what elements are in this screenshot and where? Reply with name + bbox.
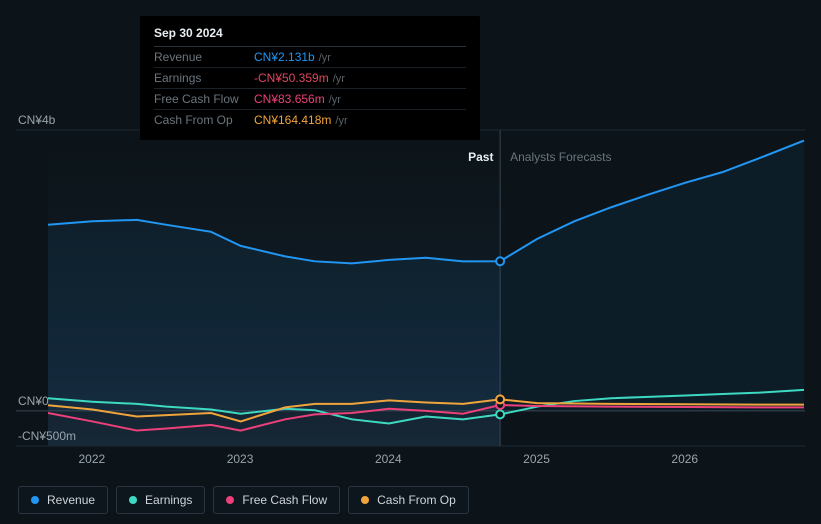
tooltip-row: RevenueCN¥2.131b/yr	[154, 47, 466, 68]
tooltip-metric-suffix: /yr	[329, 94, 341, 106]
tooltip-metric-label: Earnings	[154, 71, 254, 85]
legend-item-earnings[interactable]: Earnings	[116, 486, 205, 514]
tooltip-metric-suffix: /yr	[335, 115, 347, 127]
tooltip-metric-label: Free Cash Flow	[154, 92, 254, 106]
chart-tooltip: Sep 30 2024 RevenueCN¥2.131b/yrEarnings-…	[140, 16, 480, 140]
x-axis-tick-label: 2026	[671, 452, 698, 466]
tooltip-metric-value: -CN¥50.359m	[254, 71, 329, 85]
legend-item-cash-from-op[interactable]: Cash From Op	[348, 486, 469, 514]
legend-item-revenue[interactable]: Revenue	[18, 486, 108, 514]
tooltip-row: Earnings-CN¥50.359m/yr	[154, 68, 466, 89]
legend-dot-icon	[129, 496, 137, 504]
x-axis-tick-label: 2023	[227, 452, 254, 466]
legend-dot-icon	[361, 496, 369, 504]
legend-label: Cash From Op	[377, 493, 456, 507]
x-axis-tick-label: 2024	[375, 452, 402, 466]
tooltip-metric-suffix: /yr	[333, 73, 345, 85]
chart-legend: Revenue Earnings Free Cash Flow Cash From O…	[18, 486, 469, 514]
legend-label: Earnings	[145, 493, 192, 507]
financial-chart: CN¥4b CN¥0 -CN¥500m 2022 2023 2024 2025 2026 P…	[0, 0, 821, 524]
tooltip-metric-value: CN¥83.656m	[254, 92, 325, 106]
tooltip-date: Sep 30 2024	[154, 26, 466, 47]
legend-item-free-cash-flow[interactable]: Free Cash Flow	[213, 486, 340, 514]
tooltip-row: Free Cash FlowCN¥83.656m/yr	[154, 89, 466, 110]
tooltip-metric-value: CN¥164.418m	[254, 113, 331, 127]
legend-label: Free Cash Flow	[242, 493, 327, 507]
tooltip-metric-suffix: /yr	[319, 52, 331, 64]
tooltip-metric-label: Cash From Op	[154, 113, 254, 127]
past-section-label: Past	[468, 150, 493, 164]
legend-label: Revenue	[47, 493, 95, 507]
tooltip-metric-label: Revenue	[154, 50, 254, 64]
tooltip-metric-value: CN¥2.131b	[254, 50, 315, 64]
forecast-section-label: Analysts Forecasts	[510, 150, 611, 164]
tooltip-row: Cash From OpCN¥164.418m/yr	[154, 110, 466, 130]
legend-dot-icon	[226, 496, 234, 504]
y-axis-tick-label: CN¥4b	[18, 113, 55, 127]
y-axis-tick-label: CN¥0	[18, 394, 49, 408]
x-axis-tick-label: 2022	[78, 452, 105, 466]
y-axis-tick-label: -CN¥500m	[18, 429, 76, 443]
x-axis-tick-label: 2025	[523, 452, 550, 466]
legend-dot-icon	[31, 496, 39, 504]
